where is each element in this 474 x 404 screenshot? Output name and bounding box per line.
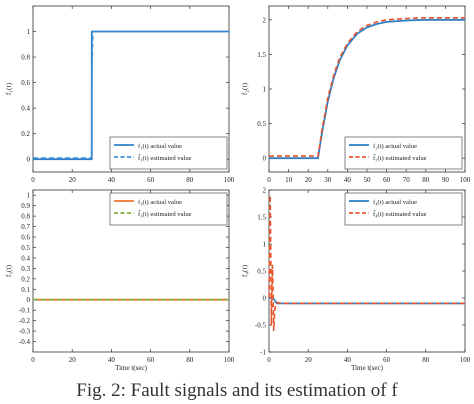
y-axis-label: f₄(t) (240, 264, 249, 277)
y-tick-label: 0.5 (21, 244, 30, 252)
x-tick-label: 20 (69, 176, 77, 184)
x-tick-label: 80 (422, 176, 430, 184)
y-tick-label: 2 (263, 16, 267, 24)
y-tick-label: 0.8 (21, 54, 30, 62)
x-tick-label: 40 (108, 176, 116, 184)
y-tick-label: 0.3 (21, 265, 30, 273)
legend-box (344, 192, 463, 226)
x-tick-label: 40 (344, 176, 352, 184)
y-tick-label: 0.7 (21, 223, 30, 231)
legend-label: f̂₁(t) estimated value (138, 154, 192, 162)
y-tick-label: 0 (263, 295, 267, 303)
y-tick-label: 0.2 (21, 275, 30, 283)
x-tick-label: 20 (305, 356, 313, 364)
x-tick-label: 0 (31, 176, 35, 184)
series-line-actual (269, 297, 465, 305)
x-tick-label: 60 (147, 356, 155, 364)
y-tick-label: 0.5 (257, 268, 266, 276)
legend-label: f̂₃(t) estimated value (138, 210, 192, 218)
y-tick-label: -0.5 (255, 322, 267, 330)
x-tick-label: 0 (31, 356, 35, 364)
x-tick-label: 80 (186, 176, 194, 184)
y-tick-label: -0.4 (19, 338, 31, 346)
y-axis-label: f₃(t) (4, 264, 13, 277)
y-tick-label: 0.1 (21, 286, 30, 294)
y-tick-label: 0.6 (21, 79, 30, 87)
y-tick-label: 1 (263, 86, 267, 94)
x-tick-label: 40 (344, 356, 352, 364)
figure-caption: Fig. 2: Fault signals and its estimation… (76, 380, 398, 401)
y-tick-label: -0.2 (19, 317, 31, 325)
x-tick-label: 60 (147, 176, 155, 184)
legend: f₂(t) actual value f̂₂(t) estimated value (344, 136, 463, 170)
y-tick-label: 0.8 (21, 213, 30, 221)
y-tick-label: 0.2 (21, 130, 30, 138)
chart-panel-2: 0 10 20 30 40 50 60 70 80 90 100 0 0.5 1 1.5 2 f₂(t) f₂(t… (240, 5, 471, 184)
x-tick-label: 80 (186, 356, 194, 364)
y-tick-label: 1 (27, 28, 31, 36)
y-tick-label: 0.9 (21, 202, 30, 210)
y-tick-label: 0.6 (21, 234, 30, 242)
x-tick-label: 60 (383, 176, 391, 184)
legend-label: f₂(t) actual value (373, 143, 417, 150)
x-axis-label: Time t(sec) (115, 364, 147, 372)
x-tick-label: 100 (460, 356, 471, 364)
x-tick-label: 0 (267, 356, 271, 364)
x-tick-label: 20 (305, 176, 313, 184)
legend-label: f₄(t) actual value (373, 199, 417, 206)
legend-box (109, 192, 228, 226)
chart-panel-4: 0 20 40 60 80 100 -1 -0.5 0 0.5 1 1.5 2 f₄(t) Time t(s… (240, 187, 471, 373)
y-tick-label: -1 (260, 349, 266, 357)
y-tick-label: 0 (27, 156, 31, 164)
legend-label: f̂₂(t) estimated value (373, 154, 427, 162)
legend-label: f₃(t) actual value (138, 199, 182, 206)
x-tick-label: 50 (364, 176, 372, 184)
x-tick-label: 100 (224, 176, 235, 184)
x-tick-label: 10 (285, 176, 293, 184)
y-tick-label: 1.5 (257, 214, 266, 222)
y-tick-label: 0.4 (21, 254, 30, 262)
legend-box (109, 136, 228, 170)
x-axis-label: Time t(sec) (351, 364, 383, 372)
y-tick-label: -0.3 (19, 328, 31, 336)
series-line-estimated (268, 194, 465, 332)
x-tick-label: 0 (267, 176, 271, 184)
legend: f₁(t) actual value f̂₁(t) estimated value (109, 136, 228, 170)
y-tick-label: 0.4 (21, 105, 30, 113)
y-tick-label: 2 (263, 187, 267, 195)
x-tick-label: 40 (108, 356, 116, 364)
legend: f₄(t) actual value f̂₄(t) estimated value (344, 192, 463, 226)
x-tick-label: 100 (460, 176, 471, 184)
legend-label: f₁(t) actual value (138, 143, 182, 150)
chart-panel-3: 0 20 40 60 80 100 -0.4 -0.3 -0.2 -0.1 0 0.1 0.2 0.3 0.… (4, 189, 235, 372)
x-tick-label: 100 (224, 356, 235, 364)
legend-label: f̂₄(t) estimated value (373, 210, 427, 218)
chart-panel-1: 0 20 40 60 80 100 0 0.2 0.4 0.6 0.8 1 f₁(t) f₁(t) act… (4, 5, 235, 184)
x-tick-label: 80 (422, 356, 430, 364)
y-axis-label: f₁(t) (4, 82, 13, 95)
x-tick-label: 90 (442, 176, 450, 184)
x-tick-label: 20 (69, 356, 77, 364)
x-tick-label: 70 (403, 176, 411, 184)
y-tick-label: 0 (263, 155, 267, 163)
y-tick-label: 0.5 (257, 120, 266, 128)
y-tick-label: 1.5 (257, 51, 266, 59)
y-axis-label: f₂(t) (240, 82, 249, 95)
y-tick-label: 1 (27, 192, 31, 200)
x-tick-label: 30 (324, 176, 332, 184)
x-tick-label: 60 (383, 356, 391, 364)
legend-box (344, 136, 463, 170)
y-tick-label: -0.1 (19, 307, 31, 315)
y-tick-label: 1 (263, 241, 267, 249)
y-tick-label: 0 (27, 296, 31, 304)
legend: f₃(t) actual value f̂₃(t) estimated value (109, 192, 228, 226)
